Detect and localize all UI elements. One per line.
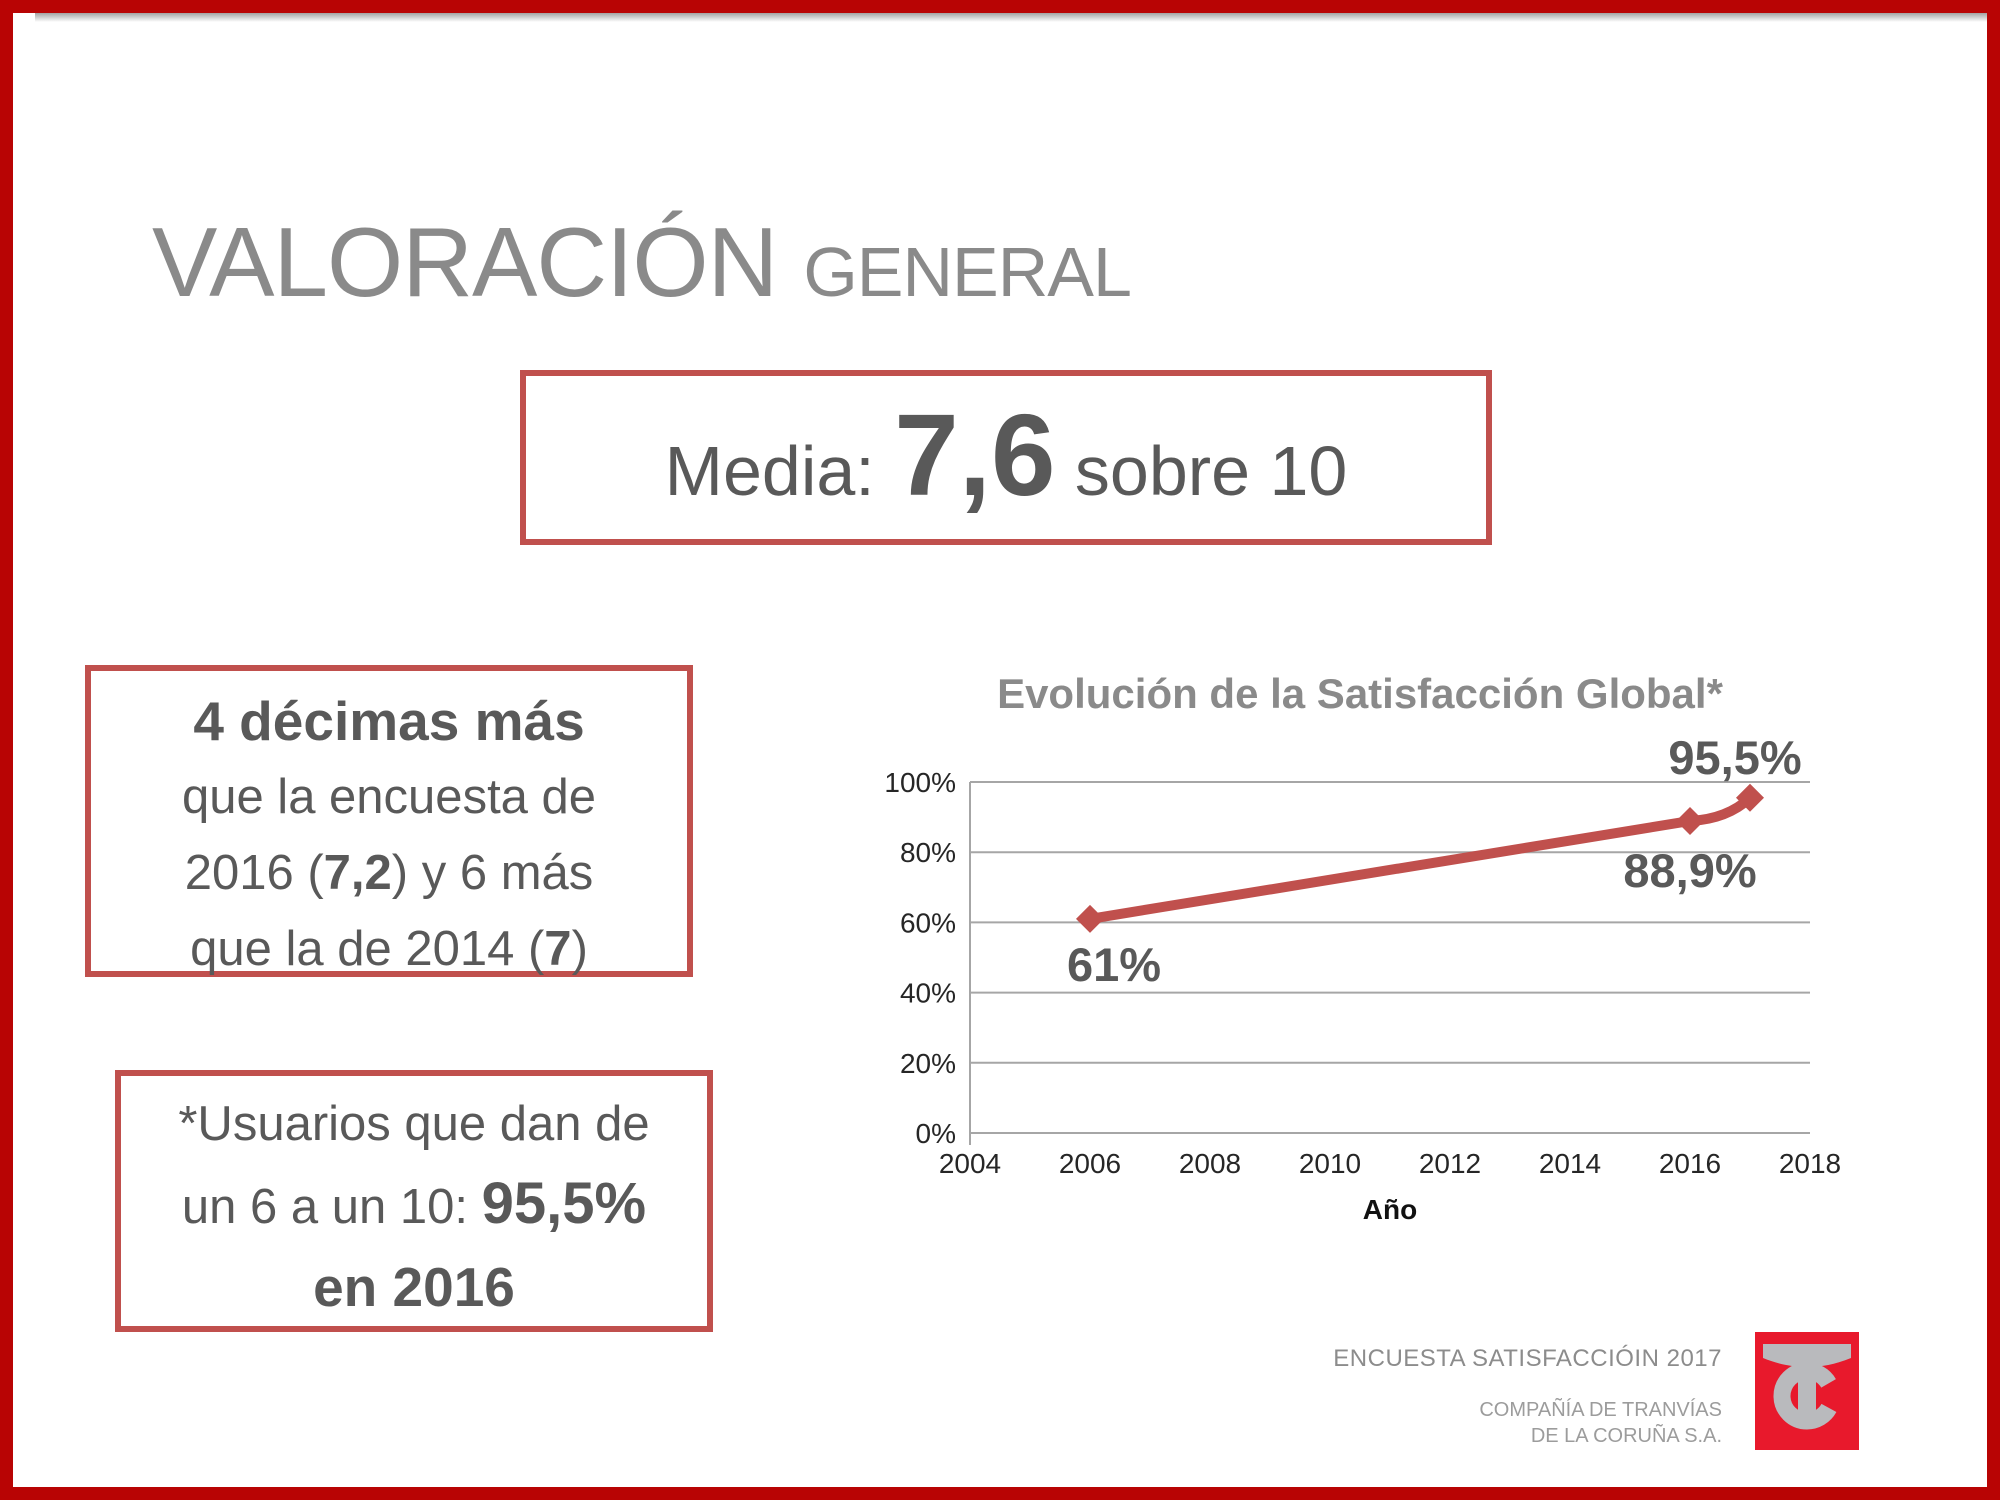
comparison-headline: 4 décimas más [193, 690, 585, 752]
y-tick-label: 60% [900, 907, 956, 938]
y-tick-label: 40% [900, 978, 956, 1009]
y-tick-label: 80% [900, 837, 956, 868]
media-score-box: Media: 7,6 sobre 10 [520, 370, 1492, 545]
slide-footer: ENCUESTA SATISFACCIÓIN 2017 COMPAÑÍA DE … [1333, 1345, 1722, 1449]
y-tick-label: 0% [916, 1118, 956, 1149]
data-label: 88,9% [1623, 844, 1756, 897]
slide-title: VALORACIÓN GENERAL [152, 206, 1132, 319]
x-tick-label: 2010 [1299, 1148, 1361, 1179]
x-tick-label: 2018 [1779, 1148, 1840, 1179]
value-2016: 7,2 [323, 846, 392, 900]
comparison-line-3: 2016 (7,2) y 6 más [184, 846, 594, 900]
data-point-marker [1736, 783, 1764, 812]
comparison-line-2: que la encuesta de [181, 770, 597, 824]
x-tick-label: 2004 [939, 1148, 1001, 1179]
company-name: COMPAÑÍA DE TRANVÍAS DE LA CORUÑA S.A. [1479, 1399, 1722, 1447]
x-axis-title: Año [1363, 1194, 1417, 1225]
data-point-marker [1076, 904, 1104, 933]
y-tick-label: 20% [900, 1048, 956, 1079]
media-score-line: Media: 7,6 sobre 10 [526, 376, 1486, 550]
slide-title-sub: GENERAL [803, 232, 1132, 311]
x-tick-label: 2006 [1059, 1148, 1121, 1179]
data-point-marker [1676, 806, 1704, 835]
x-tick-label: 2016 [1659, 1148, 1721, 1179]
company-logo [1755, 1332, 1859, 1450]
media-prefix: Media: [664, 432, 895, 510]
media-value: 7,6 [894, 390, 1056, 520]
x-tick-label: 2012 [1419, 1148, 1481, 1179]
chart-plot-area: 0% 20% 40% 60% 80% 100% 2004 2006 2008 2010 2012 20… [884, 731, 1840, 1225]
media-suffix: sobre 10 [1055, 432, 1348, 510]
users-line-1: *Usuarios que dan de [178, 1097, 650, 1151]
users-note-box: *Usuarios que dan de un 6 a un 10: 95,5%… [115, 1070, 713, 1332]
tc-monogram-icon [1763, 1344, 1851, 1430]
users-line-3: en 2016 [313, 1256, 515, 1318]
x-tick-label: 2014 [1539, 1148, 1601, 1179]
comparison-line-4: que la de 2014 (7) [190, 922, 588, 976]
comparison-note-box: 4 décimas más que la encuesta de 2016 (7… [85, 665, 693, 977]
users-percentage: 95,5% [481, 1171, 647, 1236]
users-line-2: un 6 a un 10: 95,5% [181, 1171, 647, 1236]
survey-caption: ENCUESTA SATISFACCIÓIN 2017 [1333, 1345, 1722, 1372]
chart-title: Evolución de la Satisfacción Global* [997, 670, 1723, 717]
satisfaction-evolution-chart: Evolución de la Satisfacción Global* 0% 2… [880, 670, 1840, 1260]
value-2014: 7 [544, 922, 572, 976]
data-label: 95,5% [1668, 731, 1801, 784]
y-tick-label: 100% [884, 767, 956, 798]
slide-title-main: VALORACIÓN [152, 206, 778, 317]
frame-inner-shadow [35, 13, 1987, 22]
x-tick-label: 2008 [1179, 1148, 1241, 1179]
data-label: 61% [1067, 938, 1161, 991]
